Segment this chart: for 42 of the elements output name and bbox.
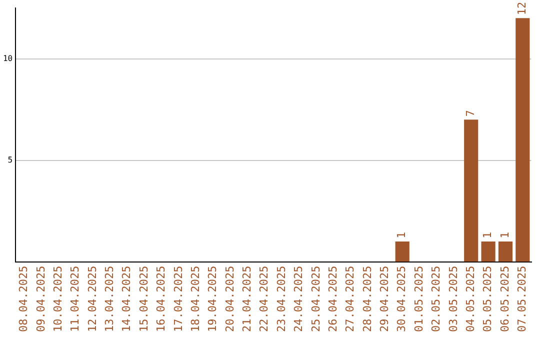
bar xyxy=(464,120,478,262)
x-tick-label: 10.04.2025 xyxy=(51,266,64,332)
data-label: 1 xyxy=(395,232,408,238)
x-tick-label: 21.04.2025 xyxy=(240,266,254,332)
bar xyxy=(516,18,530,262)
x-tick-label: 05.05.2025 xyxy=(481,266,494,332)
x-tick-label: 27.04.2025 xyxy=(344,266,357,332)
x-tick-label: 04.05.2025 xyxy=(464,266,477,332)
x-tick-label: 12.04.2025 xyxy=(86,266,99,332)
x-tick-label: 30.04.2025 xyxy=(395,266,408,332)
x-tick-label: 29.04.2025 xyxy=(378,266,392,332)
x-tick-label: 09.04.2025 xyxy=(34,266,48,332)
x-tick-label: 16.04.2025 xyxy=(154,266,168,332)
x-tick-label: 06.05.2025 xyxy=(498,266,512,332)
x-tick-label: 23.04.2025 xyxy=(274,266,288,332)
y-tick-label: 5 xyxy=(8,155,13,164)
bar xyxy=(498,241,513,262)
x-tick-label: 01.05.2025 xyxy=(412,266,426,332)
x-tick-label: 28.04.2025 xyxy=(360,266,374,332)
x-tick-label: 25.04.2025 xyxy=(309,266,322,332)
x-tick-label: 13.04.2025 xyxy=(103,266,116,332)
data-label: 1 xyxy=(498,232,512,238)
y-tick-label: 10 xyxy=(2,54,13,63)
x-tick-label: 17.04.2025 xyxy=(172,266,185,332)
data-label: 7 xyxy=(464,110,477,117)
bar xyxy=(395,241,410,262)
x-tick-label: 22.04.2025 xyxy=(258,266,271,332)
x-tick-label: 11.04.2025 xyxy=(68,266,82,332)
x-tick-label: 14.04.2025 xyxy=(120,266,134,332)
x-tick-label: 26.04.2025 xyxy=(326,266,340,332)
x-tick-label: 19.04.2025 xyxy=(206,266,220,332)
x-tick-label: 24.04.2025 xyxy=(292,266,306,332)
x-tick-label: 08.04.2025 xyxy=(17,266,30,332)
x-tick-label: 03.05.2025 xyxy=(446,266,460,332)
x-tick-label: 20.04.2025 xyxy=(223,266,236,332)
x-tick-label: 07.05.2025 xyxy=(516,266,529,332)
bar xyxy=(481,241,496,262)
x-tick-label: 18.04.2025 xyxy=(188,266,202,332)
data-label: 1 xyxy=(481,232,494,238)
x-tick-label: 15.04.2025 xyxy=(137,266,150,332)
x-tick-label: 02.05.2025 xyxy=(430,266,443,332)
data-label: 12 xyxy=(516,2,529,16)
